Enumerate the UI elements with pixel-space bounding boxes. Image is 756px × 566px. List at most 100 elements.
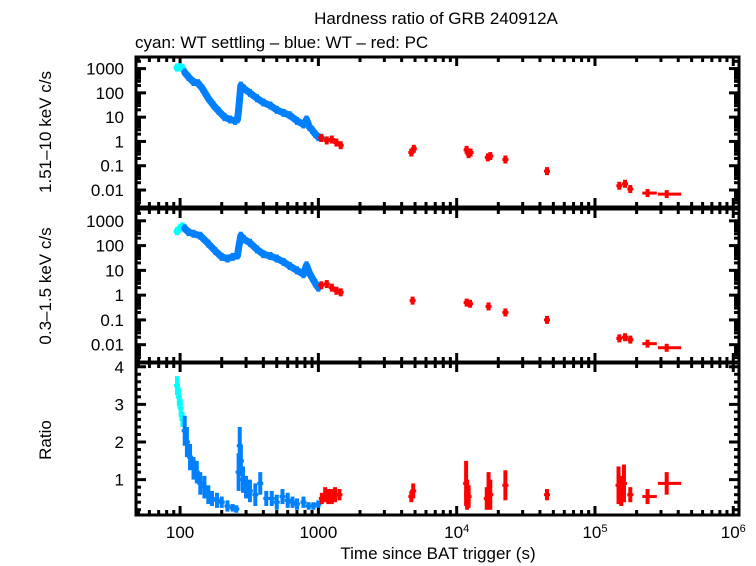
y-tick-label: 0.1: [100, 311, 124, 330]
data-point: [657, 190, 682, 199]
data-point: [627, 487, 634, 503]
data-point: [622, 179, 629, 188]
y-tick-label: 3: [115, 395, 124, 414]
data-point: [284, 492, 291, 508]
y-tick-label: 10: [105, 108, 124, 127]
data-point: [181, 68, 188, 77]
chart-title: Hardness ratio of GRB 240912A: [314, 9, 558, 28]
data-point: [279, 489, 286, 505]
data-point: [487, 152, 494, 161]
data-point: [309, 125, 316, 134]
data-point: [337, 141, 344, 150]
data-point: [410, 144, 417, 153]
data-point: [333, 138, 340, 147]
data-point: [323, 136, 330, 145]
y-tick-label: 1: [115, 286, 124, 305]
x-tick-label: 1000: [299, 523, 337, 542]
y-tick-label: 0.01: [91, 336, 124, 355]
data-point: [212, 247, 219, 256]
panel-top: 1000 100 10 1 0.1 0.01: [86, 55, 741, 209]
x-tick-label: 100: [166, 523, 194, 542]
data-point: [286, 111, 293, 120]
series-wt: [181, 68, 325, 142]
x-tick-label: 104: [444, 523, 469, 542]
data-point: [300, 120, 307, 129]
data-point: [300, 270, 307, 279]
y-tick-label: 100: [96, 237, 124, 256]
data-point: [310, 502, 317, 510]
y-tick-label: 2: [115, 433, 124, 452]
data-point: [544, 167, 551, 176]
series-wt: [181, 415, 322, 513]
data-point: [333, 286, 340, 295]
data-point: [215, 106, 222, 115]
data-point: [544, 315, 551, 324]
data-point: [293, 498, 300, 510]
data-point: [241, 235, 248, 244]
panel-middle: 1000 100 10 1 0.1 0.01: [86, 207, 741, 364]
data-point: [257, 472, 264, 495]
data-point: [246, 88, 253, 97]
data-point: [218, 496, 225, 508]
data-point: [221, 113, 228, 122]
data-point: [328, 135, 335, 144]
data-point: [303, 115, 310, 124]
y-tick-label: 100: [96, 84, 124, 103]
data-point: [303, 261, 310, 270]
data-point: [306, 268, 313, 277]
ylabel-middle: 0.3–1.5 keV c/s: [36, 227, 55, 344]
x-tick-label: 106: [721, 523, 746, 542]
data-point: [273, 254, 280, 263]
data-point: [246, 238, 253, 247]
data-point: [260, 98, 267, 107]
data-point: [465, 485, 472, 508]
data-point: [293, 266, 300, 275]
ylabel-top: 1.51–10 keV c/s: [36, 71, 55, 193]
data-point: [273, 494, 280, 510]
y-tick-label: 1: [115, 132, 124, 151]
data-point: [235, 105, 242, 114]
data-point: [467, 148, 474, 157]
data-point: [237, 445, 244, 476]
data-point: [502, 470, 509, 501]
data-point: [616, 334, 623, 343]
y-tick-label: 1: [115, 471, 124, 490]
data-point: [235, 243, 242, 252]
series-wt: [181, 224, 322, 292]
data-point: [263, 490, 270, 506]
y-tick-label: 1000: [86, 212, 124, 231]
data-point: [205, 94, 212, 103]
data-point: [657, 343, 682, 352]
data-point: [185, 228, 192, 237]
data-point: [293, 116, 300, 125]
x-tick-exponent: 5: [601, 523, 607, 535]
data-point: [410, 483, 417, 499]
data-point: [328, 283, 335, 292]
data-point: [208, 490, 215, 506]
data-point: [254, 94, 261, 103]
panel-frame: [134, 55, 741, 209]
data-point: [268, 490, 275, 506]
data-point: [260, 250, 267, 259]
data-point: [467, 299, 474, 308]
data-point: [197, 472, 204, 495]
data-trace: [181, 224, 322, 292]
data-point: [309, 273, 316, 282]
data-point: [227, 115, 234, 124]
series-pc: [318, 280, 682, 352]
data-point: [205, 239, 212, 248]
data-point: [224, 254, 231, 263]
data-point: [234, 251, 241, 260]
y-tick-label: 0.01: [91, 181, 124, 200]
series-wt-settling: [173, 63, 186, 73]
x-tick-exponent: 4: [463, 523, 469, 535]
data-point: [642, 489, 657, 505]
data-point: [622, 333, 629, 342]
data-point: [312, 279, 319, 288]
y-tick-label: 4: [115, 358, 124, 377]
series-pc: [318, 133, 682, 199]
data-point: [273, 105, 280, 114]
data-point: [337, 288, 344, 297]
data-point: [252, 483, 259, 506]
data-point: [642, 189, 657, 198]
